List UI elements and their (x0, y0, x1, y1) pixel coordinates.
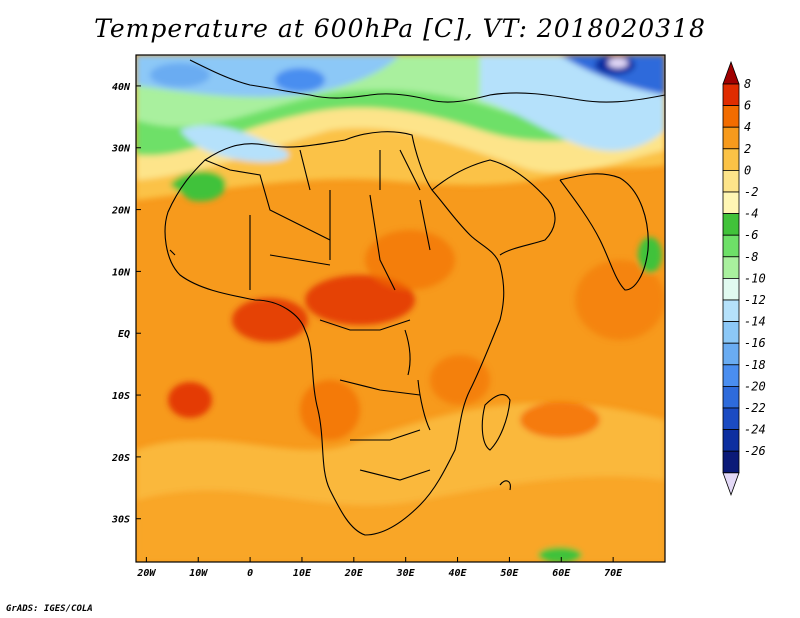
india-outline (559, 173, 649, 291)
field-coldest-core (608, 58, 628, 68)
colorbar: 8 6 4 2 0 -2 -4 -6 -8 -10 -12 -14 -16 -18 -20 -22 -24 -26 (722, 60, 766, 496)
x-tick-label: 70E (604, 568, 623, 579)
colorbar-swatch (722, 407, 740, 431)
x-tick-label: 0 (247, 568, 253, 579)
y-tick-label: 10N (112, 267, 131, 278)
x-tick-label: 30E (396, 568, 416, 579)
colorbar-top-triangle (722, 60, 740, 85)
colorbar-swatch (722, 148, 740, 171)
colorbar-label: -2 (744, 185, 758, 199)
y-tick-label: 30S (111, 515, 130, 526)
hot-patch-7 (575, 260, 665, 340)
y-tick-label: 10S (112, 391, 130, 402)
field-south-band (136, 476, 665, 562)
hot-patch-5 (300, 380, 360, 440)
colorbar-label: 2 (744, 142, 751, 156)
field-blue-atlas (180, 125, 289, 162)
colorbar-swatch (722, 213, 740, 236)
colorbar-bottom-triangle (722, 472, 740, 496)
country-borders (204, 149, 431, 481)
mediterranean-coast (189, 59, 665, 103)
madagascar-outline (481, 394, 511, 451)
rift-lakes (404, 329, 431, 431)
hot-patch-4 (520, 402, 600, 438)
colorbar-label: 8 (744, 77, 751, 91)
x-tick-label: 40E (449, 568, 468, 579)
colorbar-swatch (722, 450, 740, 474)
coastlines (164, 59, 665, 536)
y-axis: 40N 30N 20N 10N EQ 10S 20S 30S (111, 82, 141, 526)
x-tick-label: 20E (344, 568, 364, 579)
x-tick-label: 50E (500, 568, 519, 579)
hot-patch-6 (365, 230, 455, 290)
colorbar-label: -20 (744, 379, 766, 393)
x-tick-label: 60E (552, 568, 571, 579)
colorbar-label: -14 (744, 315, 766, 329)
field-green-patch (170, 170, 226, 202)
colorbar-swatch (722, 277, 740, 301)
colorbar-label: 0 (744, 163, 751, 177)
y-tick-label: 30N (111, 144, 131, 155)
field-cold-europe (275, 68, 325, 92)
colorbar-swatch (722, 429, 740, 452)
x-tick-label: 10E (293, 568, 312, 579)
field-cold-atlantic (150, 63, 210, 87)
x-axis: 20W 10W 0 10E 20E 30E 40E 50E 60E 70E (136, 557, 623, 579)
colorbar-label: -10 (744, 271, 766, 285)
colorbar-label: -6 (744, 228, 758, 242)
hot-patch-1 (168, 382, 212, 418)
hot-patch-8 (430, 355, 490, 405)
temperature-field (136, 55, 665, 562)
colorbar-label: -26 (744, 444, 766, 458)
field-green-india (638, 237, 662, 273)
colorbar-label: 4 (744, 120, 751, 134)
colorbar-swatch (722, 385, 740, 409)
colorbar-label: -22 (744, 401, 766, 415)
colorbar-label: 6 (744, 99, 751, 113)
coast-details (169, 249, 511, 491)
colorbar-swatch (722, 234, 740, 258)
colorbar-label: -8 (744, 250, 758, 264)
colorbar-swatch (722, 321, 740, 344)
colorbar-label: -12 (744, 293, 766, 307)
field-cold-northeast (560, 55, 665, 95)
colorbar-swatch (722, 126, 740, 150)
y-tick-label: EQ (118, 329, 130, 340)
y-tick-label: 40N (112, 82, 131, 93)
y-tick-label: 20N (111, 206, 131, 217)
field-green-south (538, 547, 582, 562)
colorbar-swatch (722, 83, 740, 107)
colorbar-swatch (722, 342, 740, 366)
colorbar-swatch (722, 105, 740, 128)
hot-patch-2 (232, 298, 308, 342)
colorbar-swatch (722, 299, 740, 323)
grads-credit: GrADS: IGES/COLA (6, 604, 93, 614)
chart-title: Temperature at 600hPa [C], VT: 201802031… (94, 14, 706, 43)
x-tick-label: 20W (136, 568, 156, 579)
colorbar-swatch (722, 191, 740, 215)
africa-outline (164, 131, 505, 536)
arabia-outline (431, 159, 556, 256)
colorbar-label: -18 (744, 358, 766, 372)
colorbar-label: -4 (744, 207, 758, 221)
colorbar-swatch (722, 364, 740, 387)
colorbar-label: -24 (744, 423, 766, 437)
colorbar-label: -16 (744, 336, 766, 350)
y-tick-label: 20S (111, 453, 130, 464)
hot-patch-3 (305, 275, 415, 325)
plot-frame (135, 54, 666, 563)
colorbar-swatch (722, 256, 740, 279)
x-tick-label: 10W (189, 568, 208, 579)
colorbar-swatch (722, 169, 740, 193)
